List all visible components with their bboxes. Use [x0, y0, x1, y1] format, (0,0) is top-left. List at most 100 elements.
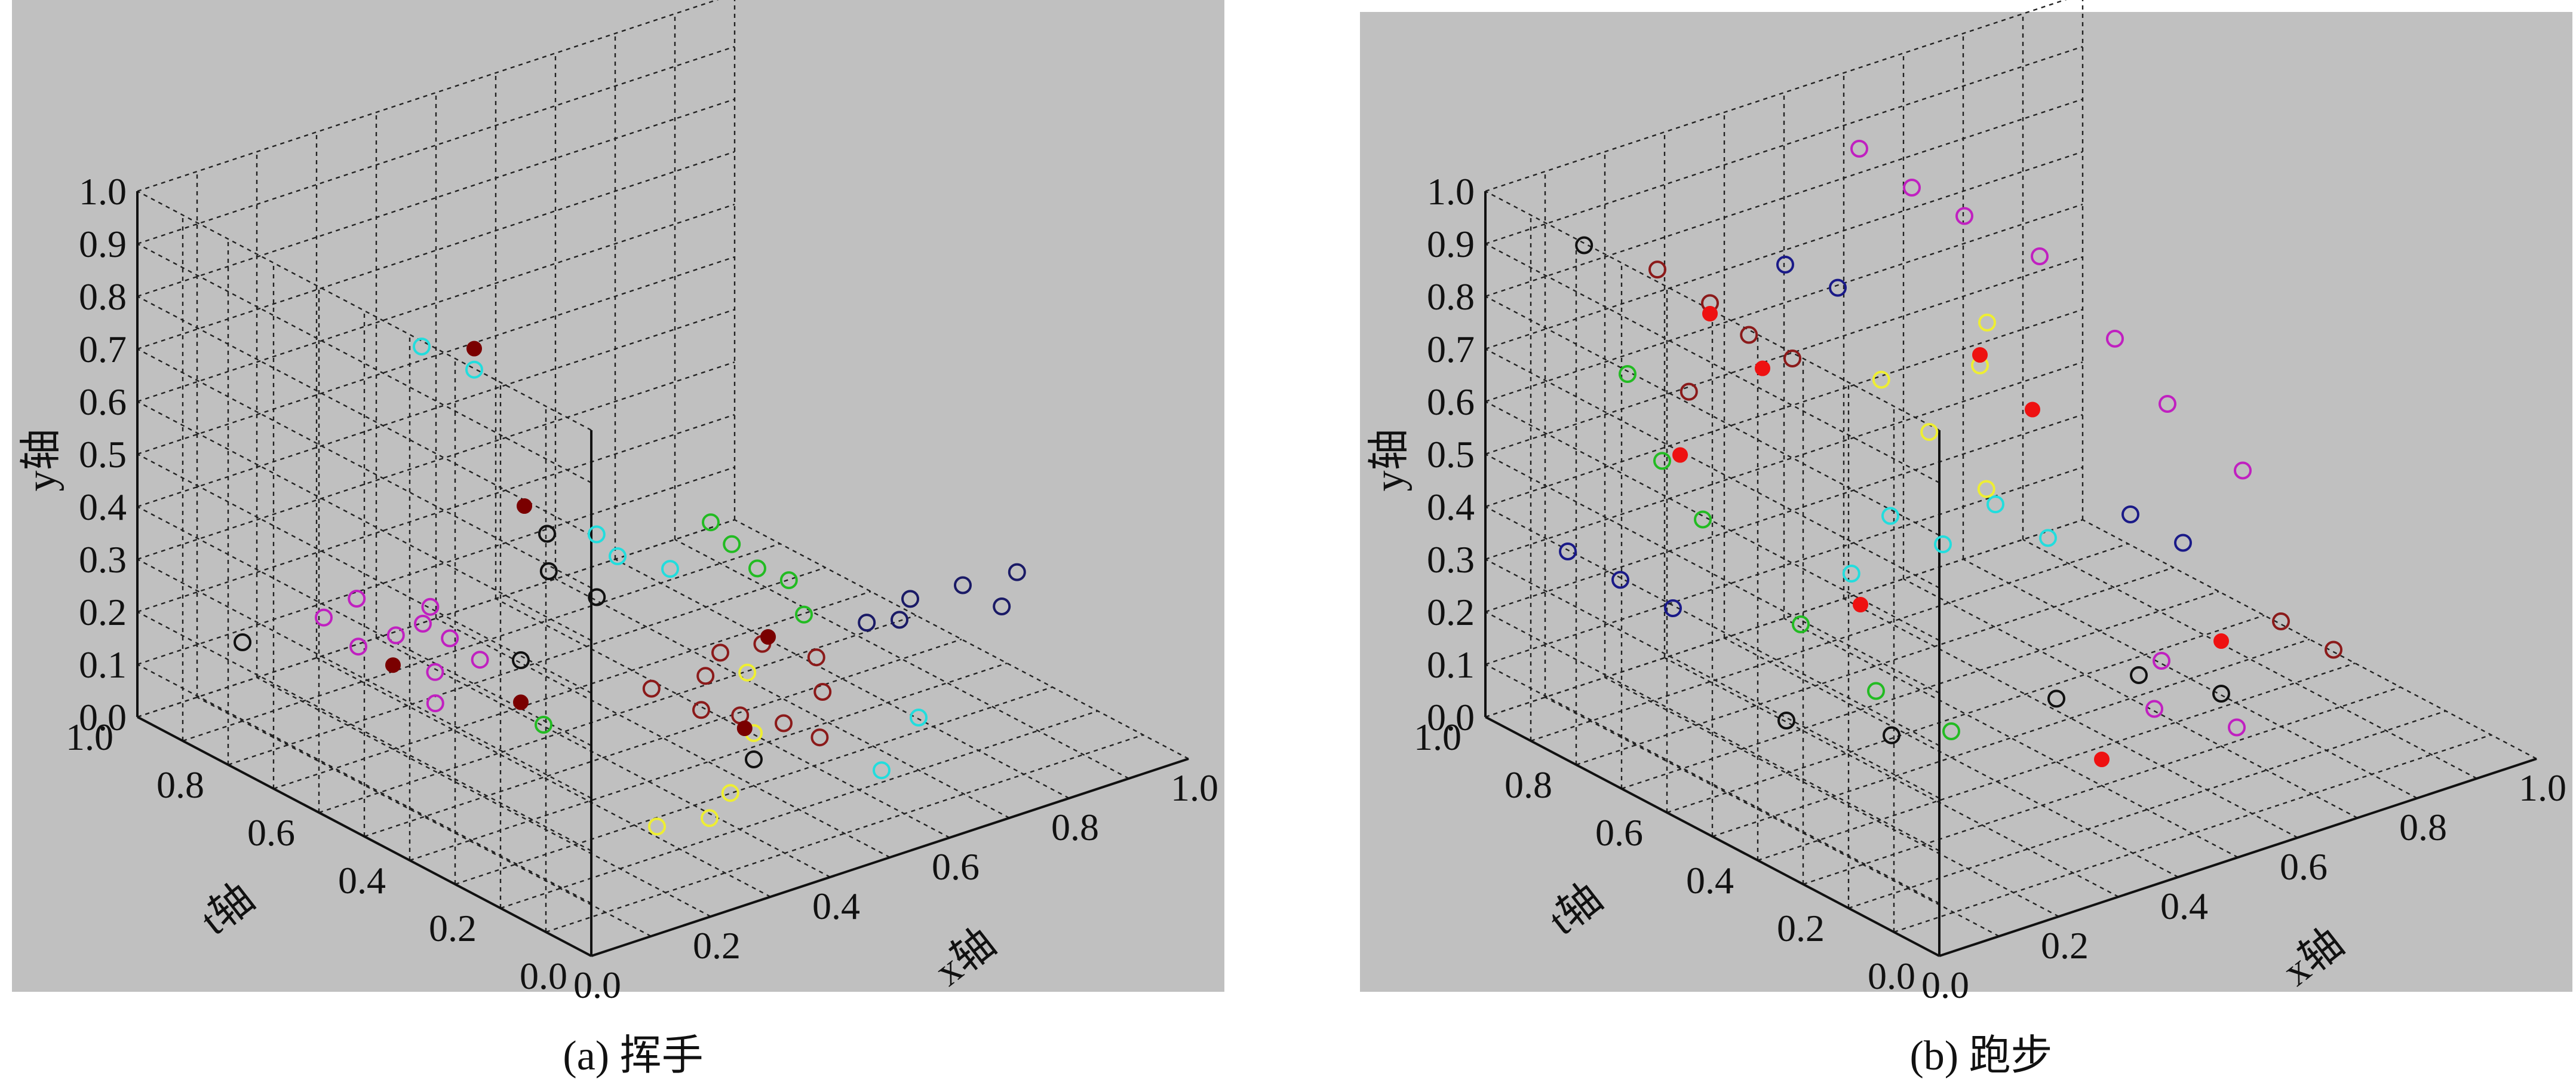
data-point: [648, 817, 666, 836]
t-tick-label: 0.8: [1505, 764, 1552, 806]
data-point: [723, 535, 741, 553]
data-point: [1792, 615, 1810, 633]
data-point: [471, 651, 489, 669]
data-point: [954, 576, 972, 594]
t-tick-label: 0.0: [1868, 955, 1915, 997]
data-point: [1559, 542, 1577, 560]
data-point: [386, 626, 405, 645]
data-point: [2031, 247, 2049, 265]
data-point: [1694, 510, 1712, 529]
data-point: [760, 629, 776, 645]
left-wall-gridline: [137, 611, 592, 852]
t-tick-label: 0.4: [1686, 859, 1734, 902]
panel-a-background: [12, 0, 1224, 992]
data-point: [426, 663, 444, 681]
floor-gridline: [376, 637, 831, 878]
y-tick-label: 1.0: [1427, 170, 1475, 213]
floor-gridline: [1724, 637, 2179, 878]
data-point: [1575, 236, 1594, 255]
y-tick-label: 1.0: [79, 170, 127, 213]
left-wall-gridline: [1485, 243, 1940, 484]
floor-gridline: [2022, 538, 2477, 780]
data-point: [901, 590, 919, 608]
t-tick-label: 0.2: [429, 907, 477, 949]
data-point: [234, 633, 251, 651]
y-tick-label: 0.6: [79, 381, 127, 423]
y-tick-label: 0.0: [1427, 696, 1475, 738]
data-point: [1648, 260, 1666, 279]
y-tick-label: 0.8: [79, 275, 127, 318]
data-point: [385, 657, 401, 673]
left-wall-gridline: [1485, 453, 1940, 694]
floor-gridline: [2082, 519, 2537, 760]
x-axis-line: [591, 758, 1189, 957]
y-tick-label: 0.2: [79, 591, 127, 633]
y-tick-label: 0.2: [1427, 591, 1475, 633]
data-point: [349, 637, 367, 656]
y-tick-label: 0.7: [1427, 328, 1475, 370]
data-point: [513, 694, 529, 710]
data-point: [738, 663, 757, 682]
left-wall-gridline: [137, 190, 592, 431]
data-point: [421, 597, 440, 616]
data-point: [2174, 534, 2192, 552]
panel-a-chart: 0.00.10.20.30.40.50.60.70.80.91.00.00.20…: [12, 0, 1224, 1079]
data-point: [1702, 306, 1718, 321]
panel-a-caption: (a) 挥手: [563, 1033, 703, 1079]
data-point: [588, 588, 606, 606]
data-point: [2325, 640, 2342, 659]
y-tick-label: 0.3: [1427, 538, 1475, 581]
t-tick-label: 0.6: [247, 811, 295, 854]
data-point: [413, 338, 431, 355]
data-point: [1619, 365, 1637, 383]
left-wall-gridline: [1485, 295, 1940, 537]
data-point: [745, 750, 763, 768]
y-tick-label: 0.5: [1427, 433, 1475, 476]
panel-b-frame: [1484, 191, 2537, 957]
floor-gridline: [435, 617, 891, 859]
data-point: [1920, 423, 1939, 441]
y-tick-label: 0.3: [79, 538, 127, 581]
t-tick-label: 1.0: [66, 716, 113, 758]
data-point: [692, 701, 710, 719]
data-point: [1934, 535, 1952, 553]
data-point: [512, 651, 530, 669]
data-point: [1883, 726, 1900, 744]
data-point: [721, 784, 739, 802]
floor-gridline: [256, 676, 711, 918]
data-point: [736, 721, 753, 736]
data-point: [609, 547, 627, 565]
data-point: [661, 560, 679, 578]
data-point: [702, 513, 720, 532]
y-tick-label: 0.1: [1427, 643, 1475, 686]
left-wall-gridline: [137, 400, 592, 642]
panel-b-caption: (b) 跑步: [1909, 1033, 2052, 1079]
x-tick-label: 0.4: [2160, 885, 2208, 927]
data-point: [1755, 360, 1770, 376]
panel-b-background: [1360, 12, 2572, 992]
data-point: [2130, 666, 2148, 684]
data-point: [348, 590, 366, 608]
left-wall-gridline: [1485, 663, 1940, 905]
panel-b-chart: 0.00.10.20.30.40.50.60.70.80.91.00.00.20…: [1360, 0, 2572, 1079]
data-point: [1740, 326, 1758, 344]
data-point: [1783, 350, 1801, 367]
panel-a-ticks: 0.00.10.20.30.40.50.60.70.80.91.00.00.20…: [66, 170, 1218, 1006]
floor-gridline: [734, 519, 1189, 760]
data-point: [2234, 461, 2252, 480]
t-tick-label: 0.2: [1777, 907, 1825, 949]
y-tick-label: 0.8: [1427, 275, 1475, 318]
data-point: [910, 709, 928, 727]
data-point: [466, 341, 482, 357]
panel-b-ticks: 0.00.10.20.30.40.50.60.70.80.91.00.00.20…: [1414, 170, 2566, 1006]
data-point: [891, 611, 908, 629]
left-wall-gridline: [137, 663, 592, 905]
data-point: [2094, 752, 2110, 767]
x-tick-label: 0.2: [2041, 924, 2089, 967]
floor-gridline: [316, 657, 771, 898]
data-point: [1777, 712, 1795, 730]
data-point: [1955, 207, 1973, 225]
data-point: [1611, 571, 1629, 589]
data-point: [2106, 329, 2124, 348]
t-tick-label: 0.8: [156, 764, 204, 806]
